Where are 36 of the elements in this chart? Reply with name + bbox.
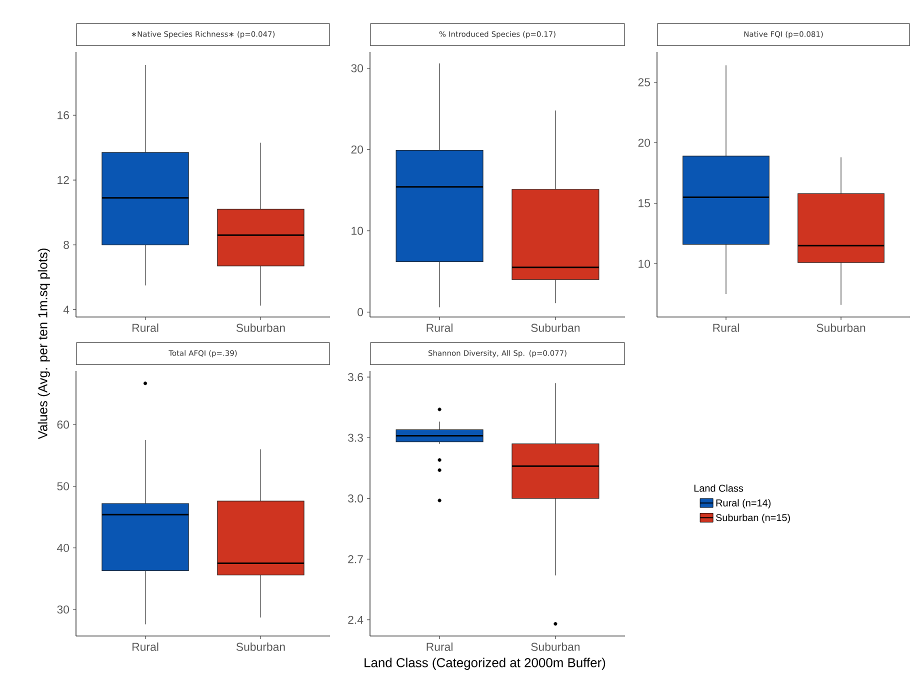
legend-label: Suburban (n=15)	[716, 514, 790, 524]
y-tick-label: 3.6	[348, 373, 363, 382]
x-tick-label: Suburban	[816, 324, 866, 332]
y-tick-label: 50	[57, 482, 70, 490]
y-tick-label: 10	[638, 260, 650, 268]
y-tick-label: 25	[638, 78, 650, 86]
x-tick-label: Suburban	[531, 642, 580, 651]
y-tick-label: 2.7	[348, 555, 363, 564]
y-tick-label: 8	[64, 240, 69, 249]
x-tick-label: Rural	[132, 324, 158, 332]
y-tick-label: 3.0	[348, 494, 364, 502]
y-axis-title: Values (Avg. per ten 1m.sq plots)	[38, 248, 50, 440]
y-tick-label: 20	[638, 138, 650, 147]
x-axis-title: Land Class (Categorized at 2000m Buffer)	[364, 658, 606, 670]
y-tick-label: 30	[57, 605, 70, 614]
y-tick-label: 3.3	[348, 434, 363, 442]
y-tick-label: 20	[351, 145, 364, 154]
y-tick-label: 30	[351, 64, 364, 72]
y-tick-label: 10	[352, 226, 364, 235]
x-tick-label: Rural	[426, 642, 452, 651]
y-tick-label: 16	[58, 111, 69, 120]
y-tick-label: 40	[57, 544, 70, 552]
y-tick-label: 2.4	[348, 616, 364, 624]
x-tick-label: Suburban	[531, 324, 580, 332]
x-tick-label: Rural	[426, 324, 452, 332]
y-tick-label: 12	[58, 176, 69, 184]
y-tick-label: 0	[358, 308, 364, 316]
x-tick-label: Rural	[713, 324, 739, 332]
y-tick-label: 15	[638, 199, 650, 208]
x-tick-label: Suburban	[236, 324, 285, 332]
x-tick-label: Suburban	[236, 642, 285, 651]
y-tick-label: 60	[57, 420, 70, 429]
y-tick-label: 4	[63, 306, 70, 314]
legend-title: Land Class	[694, 484, 744, 492]
legend-label: Rural (n=14)	[716, 499, 771, 508]
x-tick-label: Rural	[132, 642, 158, 651]
